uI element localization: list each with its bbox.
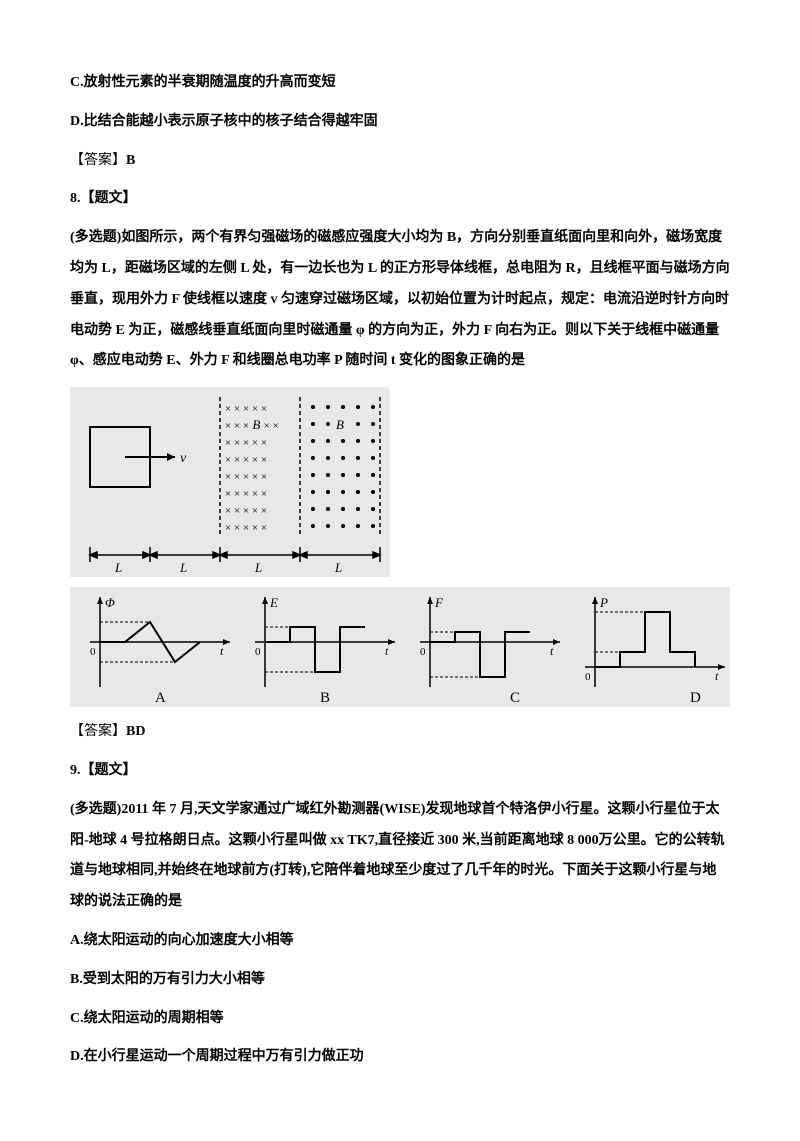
svg-text:× × × × ×: × × × × × <box>225 522 267 534</box>
q8-heading: 8.【题文】 <box>70 184 730 215</box>
q9-option-c: C.绕太阳运动的周期相等 <box>70 1004 730 1035</box>
q7-option-d: D.比结合能越小表示原子核中的核子结合得越牢固 <box>70 107 730 138</box>
q8-charts: Φ 0 t A E 0 t B F 0 t C <box>70 587 730 707</box>
svg-text:L: L <box>114 560 122 575</box>
answer-label: 【答案】 <box>70 153 126 168</box>
v-label: v <box>180 451 187 466</box>
svg-text:L: L <box>334 560 342 575</box>
svg-text:C: C <box>510 690 520 706</box>
svg-text:× × × × ×: × × × × × <box>225 488 267 500</box>
q8-body: (多选题)如图所示，两个有界匀强磁场的磁感应强度大小均为 B，方向分别垂直纸面向… <box>70 223 730 377</box>
q9-option-a: A.绕太阳运动的向心加速度大小相等 <box>70 926 730 957</box>
svg-text:A: A <box>155 690 166 706</box>
svg-text:× × × × ×: × × × × × <box>225 471 267 483</box>
q9-option-b: B.受到太阳的万有引力大小相等 <box>70 965 730 996</box>
q8-answer: 【答案】BD <box>70 717 730 748</box>
svg-text:D: D <box>690 690 701 706</box>
svg-text:E: E <box>269 595 278 610</box>
svg-text:0: 0 <box>90 646 96 658</box>
svg-text:× × × × ×: × × × × × <box>225 437 267 449</box>
q9-option-d: D.在小行星运动一个周期过程中万有引力做正功 <box>70 1042 730 1073</box>
answer-value: B <box>126 153 135 168</box>
q7-answer: 【答案】B <box>70 146 730 177</box>
svg-text:0: 0 <box>585 671 591 683</box>
answer-value: BD <box>126 724 145 739</box>
svg-text:P: P <box>599 595 608 610</box>
svg-text:B: B <box>336 417 344 432</box>
svg-text:0: 0 <box>255 646 261 658</box>
svg-text:Φ: Φ <box>105 595 115 610</box>
svg-text:× × × B × ×: × × × B × × <box>225 417 279 432</box>
q7-option-c: C.放射性元素的半衰期随温度的升高而变短 <box>70 68 730 99</box>
q8-diagram: v × × × × × × × × B × × × × × × × × × × … <box>70 387 730 577</box>
svg-text:B: B <box>320 690 330 706</box>
q9-heading: 9.【题文】 <box>70 756 730 787</box>
svg-text:× × × × ×: × × × × × <box>225 505 267 517</box>
svg-text:L: L <box>254 560 262 575</box>
svg-text:0: 0 <box>420 646 426 658</box>
answer-label: 【答案】 <box>70 724 126 739</box>
q9-body: (多选题)2011 年 7 月,天文学家通过广域红外勘测器(WISE)发现地球首… <box>70 795 730 918</box>
svg-text:F: F <box>434 595 444 610</box>
svg-text:L: L <box>179 560 187 575</box>
svg-text:× × × × ×: × × × × × <box>225 454 267 466</box>
svg-text:× × × × ×: × × × × × <box>225 403 267 415</box>
